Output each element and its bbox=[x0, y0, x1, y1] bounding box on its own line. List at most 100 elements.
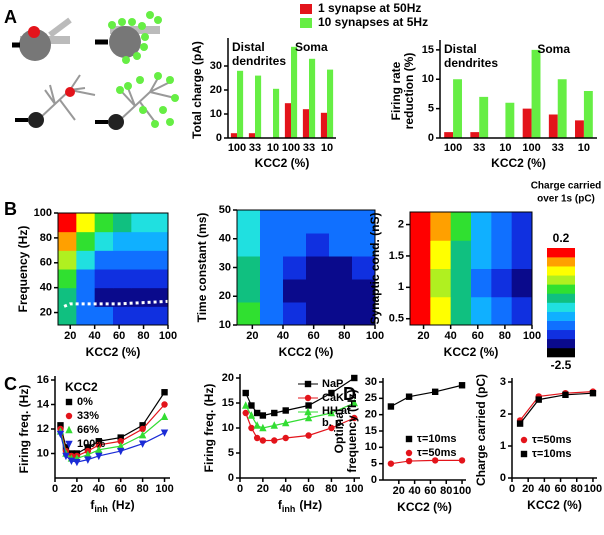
marker bbox=[305, 402, 312, 409]
contour-cell bbox=[94, 213, 114, 233]
x-axis-label: KCC2 (%) bbox=[491, 156, 546, 170]
y-tick-label: 20 bbox=[210, 84, 222, 96]
contour-cell bbox=[58, 250, 77, 270]
legend-marker bbox=[65, 425, 73, 434]
y-tick-label: 80 bbox=[40, 232, 52, 244]
contour-cell bbox=[329, 233, 353, 257]
x-axis-label-part: inh bbox=[94, 504, 108, 514]
y-tick-label: 10 bbox=[210, 108, 222, 120]
y-tick-label: 30 bbox=[210, 60, 222, 72]
y-tick-label: 20 bbox=[365, 409, 377, 421]
legend-marker bbox=[405, 435, 413, 443]
x-tick-label: 20 bbox=[257, 483, 269, 495]
legend-marker bbox=[304, 394, 312, 402]
x-tick-label: 40 bbox=[277, 330, 289, 342]
legend-marker bbox=[520, 450, 528, 458]
bar bbox=[453, 79, 462, 138]
neuron-diagrams bbox=[12, 11, 179, 130]
y-tick-label: 14 bbox=[37, 398, 50, 410]
y-tick-label: 20 bbox=[40, 306, 52, 318]
marker bbox=[589, 390, 597, 397]
contour-cell bbox=[471, 240, 492, 269]
contour-cell bbox=[410, 268, 431, 298]
marker bbox=[387, 460, 395, 467]
y-tick-label: 0 bbox=[216, 132, 222, 144]
series-line bbox=[390, 459, 463, 465]
marker bbox=[431, 457, 439, 464]
contour-cell bbox=[511, 296, 533, 326]
panel-label: B bbox=[4, 199, 17, 219]
y-tick-label: 5 bbox=[228, 447, 234, 459]
y-tick-label: 5 bbox=[428, 103, 434, 115]
contour-cell bbox=[491, 212, 513, 241]
bar bbox=[479, 96, 489, 138]
contour-cell bbox=[450, 212, 472, 241]
colorbar-swatch bbox=[547, 257, 575, 267]
contour-cell bbox=[94, 231, 114, 251]
contour-cell bbox=[511, 268, 533, 298]
marker bbox=[516, 420, 524, 427]
x-tick-label: 80 bbox=[499, 330, 511, 342]
contour-cell bbox=[113, 250, 132, 270]
x-tick-label: 40 bbox=[89, 330, 101, 342]
contour-cell bbox=[430, 268, 452, 298]
marker bbox=[62, 444, 70, 451]
marker bbox=[247, 411, 256, 419]
y-tick-label: 30 bbox=[219, 261, 231, 273]
y-tick-label: 30 bbox=[365, 376, 377, 388]
x-tick-label: 60 bbox=[115, 483, 127, 495]
x-tick-label: 40 bbox=[93, 483, 105, 495]
x-tick-label: 60 bbox=[472, 330, 484, 342]
x-tick-label: 100 bbox=[366, 330, 384, 342]
marker bbox=[117, 441, 125, 450]
annotation: Soma bbox=[537, 42, 571, 56]
x-tick-label: 10 bbox=[578, 142, 590, 154]
marker bbox=[328, 389, 335, 397]
contour-cell bbox=[306, 233, 330, 257]
colorbar-swatch bbox=[547, 320, 575, 331]
marker bbox=[387, 403, 395, 410]
contour-cell bbox=[58, 213, 77, 233]
bar bbox=[505, 102, 515, 138]
marker bbox=[138, 440, 147, 448]
x-tick-label: 20 bbox=[417, 330, 429, 342]
y-tick-label: 1 bbox=[500, 440, 506, 452]
y-tick-label: 0 bbox=[428, 132, 434, 144]
y-tick-label: 3 bbox=[500, 376, 506, 388]
x-tick-label: 100 bbox=[282, 142, 300, 154]
bar bbox=[309, 58, 316, 138]
contour-cell bbox=[306, 279, 330, 303]
legend-marker bbox=[520, 436, 528, 444]
x-tick-label: 60 bbox=[308, 330, 320, 342]
x-tick-label: 80 bbox=[136, 483, 148, 495]
legend-swatch bbox=[300, 4, 312, 14]
marker bbox=[117, 438, 124, 445]
marker bbox=[253, 421, 261, 429]
contour-cell bbox=[352, 302, 376, 326]
contour-cell bbox=[471, 212, 492, 241]
marker bbox=[304, 413, 313, 422]
contour-cell bbox=[352, 279, 376, 303]
contour-cell bbox=[76, 287, 96, 307]
y-tick-label: 10 bbox=[37, 447, 49, 459]
x-tick-label: 40 bbox=[408, 485, 420, 497]
y-tick-label: 1 bbox=[398, 281, 404, 293]
marker bbox=[57, 422, 64, 429]
contour-cell bbox=[352, 233, 376, 257]
contour-cell bbox=[237, 302, 261, 326]
marker bbox=[95, 438, 103, 445]
contour-cell bbox=[260, 233, 284, 257]
marker bbox=[117, 434, 124, 441]
contour-cell bbox=[76, 231, 96, 251]
x-axis-label-part: f bbox=[90, 498, 95, 512]
plot-frame bbox=[409, 211, 533, 326]
contour-cell bbox=[260, 210, 284, 234]
y-tick-label: 15 bbox=[365, 425, 377, 437]
colorbar-swatch bbox=[547, 311, 575, 321]
contour-cell bbox=[471, 268, 492, 298]
annotation: Distal dendrites bbox=[444, 42, 499, 70]
y-axis-label: Charge carried (pC) bbox=[474, 374, 488, 486]
y-tick-label: 5 bbox=[371, 458, 377, 470]
contour-cell bbox=[260, 256, 284, 280]
colorbar-tick-label: -2.5 bbox=[551, 358, 572, 372]
